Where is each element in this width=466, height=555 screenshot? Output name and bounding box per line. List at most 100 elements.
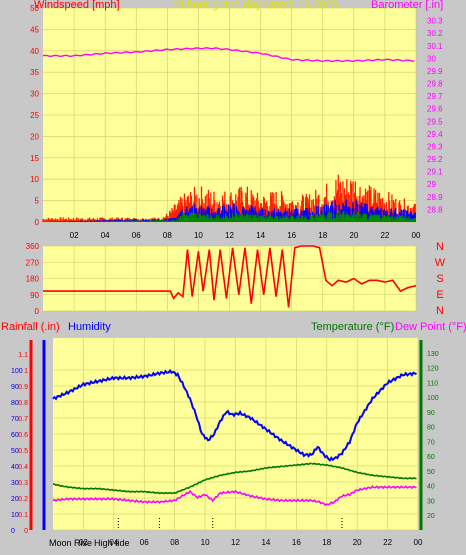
rain-y-tick: 0.3	[18, 480, 28, 487]
wind-x-ticks: 02 04 06 08 10 12 14 16 18 20 22 00	[70, 231, 421, 240]
rain-axis-label: Rainfall (.in)	[1, 321, 60, 333]
humidity-x-tick: 16	[292, 538, 301, 547]
moonrise-label: Moon Rise	[49, 538, 92, 548]
direction-y-ticks: 0 90 180 270 360	[26, 242, 40, 316]
humidity-y-tick: 70	[11, 416, 19, 423]
rain-y-tick: 0.7	[18, 416, 28, 423]
wind-series	[55, 210, 416, 222]
temp-y-tick: 120	[427, 366, 439, 373]
direction-grid	[43, 245, 417, 312]
wind-x-tick: 12	[225, 231, 234, 240]
wind-x-tick: 20	[349, 231, 358, 240]
humidity-x-ticks: 02 04 06 08 10 12 14 16 18 20 22 00	[79, 538, 423, 547]
humidity-x-tick: 14	[261, 538, 270, 547]
humidity-y-tick: 100	[11, 368, 23, 375]
baro-y-tick: 29.4	[427, 130, 443, 139]
direction-y-tick: 270	[26, 258, 40, 267]
humidity-temp-panel: 0 0.1 0.2 0.3 0.4 0.5 0.6 0.7 0.8 0.9 1 1.1 0 10 20 30…	[1, 321, 466, 548]
baro-y-tick: 29.6	[427, 105, 443, 114]
baro-y-ticks: 28.8 28.9 29 29.1 29.2 29.3 29.4 29.5 29.6 29.7 29…	[427, 17, 443, 215]
rain-y-tick: 0.2	[18, 496, 28, 503]
humidity-x-tick: 06	[140, 538, 149, 547]
rain-y-ticks: 0 0.1 0.2 0.3 0.4 0.5 0.6 0.7 0.8 0.9 1 1.1	[18, 352, 28, 535]
humidity-x-tick: 08	[170, 538, 179, 547]
dewpoint-line	[52, 485, 417, 507]
humidity-y-tick: 90	[11, 384, 19, 391]
baro-y-tick: 28.9	[427, 193, 443, 202]
humidity-axis-label: Humidity	[68, 321, 111, 333]
wind-y-tick: 25	[30, 111, 39, 120]
rain-y-tick: 0.4	[18, 464, 28, 471]
wind-x-tick: 00	[412, 231, 421, 240]
wind-y-tick: 15	[30, 154, 39, 163]
temp-y-tick: 80	[427, 425, 435, 432]
baro-y-tick: 29.7	[427, 92, 443, 101]
wind-x-tick: 22	[380, 231, 389, 240]
humidity-y-tick: 30	[11, 480, 19, 487]
temp-y-tick: 30	[427, 498, 435, 505]
humidity-y-tick: 20	[11, 496, 19, 503]
wind-x-tick: 06	[132, 231, 141, 240]
humidity-y-tick: 40	[11, 464, 19, 471]
baro-y-tick: 29.9	[427, 67, 443, 76]
baro-y-tick: 30.1	[427, 42, 443, 51]
humidity-y-tick: 50	[11, 448, 19, 455]
wind-y-tick: 50	[30, 4, 39, 13]
humidity-x-tick: 18	[322, 538, 331, 547]
wind-y-tick: 20	[30, 132, 39, 141]
baro-axis-label: Barometer [.in]	[371, 0, 443, 11]
humidity-y-tick: 60	[11, 432, 19, 439]
temp-y-ticks: 20 30 40 50 60 70 80 90 100 110 120 130	[427, 351, 439, 520]
temp-y-tick: 60	[427, 454, 435, 461]
rain-y-tick: 0.6	[18, 432, 28, 439]
wind-x-tick: 14	[256, 231, 265, 240]
direction-y-tick: 360	[26, 242, 40, 251]
direction-line	[43, 245, 417, 308]
wind-y-tick: 40	[30, 47, 39, 56]
humidity-y-tick: 10	[11, 512, 19, 519]
wind-axis-label: Windspeed [mph]	[34, 0, 120, 11]
temp-y-tick: 40	[427, 484, 435, 491]
wind-y-tick: 30	[30, 90, 39, 99]
temp-y-tick: 90	[427, 410, 435, 417]
wind-x-tick: 04	[101, 231, 110, 240]
baro-y-tick: 30.3	[427, 17, 443, 26]
compass-letter: W	[435, 257, 446, 269]
baro-y-tick: 29.8	[427, 80, 443, 89]
wind-x-tick: 16	[287, 231, 296, 240]
barometer-line	[42, 47, 415, 63]
humidity-y-tick: 80	[11, 400, 19, 407]
humidity-x-tick: 12	[231, 538, 240, 547]
humidity-y-tick: 0	[11, 528, 15, 535]
baro-y-tick: 29.1	[427, 168, 443, 177]
wind-y-tick: 35	[30, 68, 39, 77]
compass-letter: E	[436, 289, 443, 301]
temp-y-tick: 110	[427, 380, 438, 387]
direction-y-tick: 0	[35, 307, 40, 316]
direction-y-tick: 90	[30, 291, 39, 300]
wind-x-tick: 08	[163, 231, 172, 240]
baro-y-tick: 29	[427, 180, 436, 189]
temperature-line	[53, 462, 417, 495]
baro-y-tick: 30	[427, 54, 436, 63]
compass-letter: N	[436, 305, 444, 317]
rain-y-tick: 0	[24, 528, 28, 535]
baro-y-tick: 29.5	[427, 117, 443, 126]
wind-y-tick: 5	[35, 197, 40, 206]
rain-y-tick: 1.1	[18, 352, 28, 359]
rain-y-tick: 1	[24, 368, 28, 375]
compass-letter: S	[436, 273, 443, 285]
hightide-label: High tide	[94, 538, 130, 548]
temp-y-tick: 50	[427, 469, 435, 476]
baro-y-tick: 29.3	[427, 142, 443, 151]
rain-y-tick: 0.1	[18, 512, 28, 519]
humidity-y-ticks: 0 10 20 30 40 50 60 70 80 90 100	[11, 368, 23, 535]
baro-y-tick: 29.2	[427, 155, 443, 164]
baro-y-tick: 28.8	[427, 205, 443, 214]
dewpoint-axis-label: Dew Point (°F)	[395, 321, 466, 333]
wind-y-tick: 0	[35, 218, 40, 227]
